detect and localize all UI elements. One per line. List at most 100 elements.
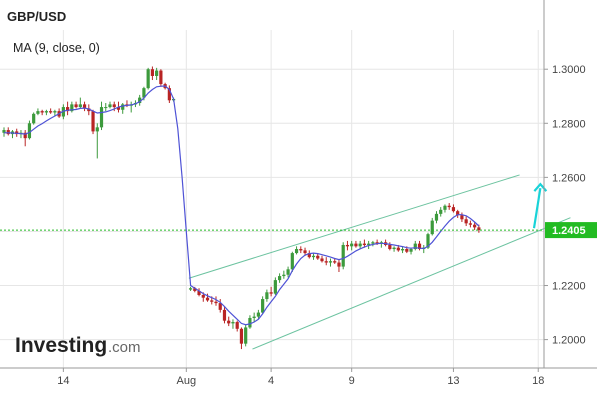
candle-body [328, 261, 333, 263]
candle [345, 240, 350, 251]
candle [362, 239, 366, 248]
candle-body [477, 227, 481, 231]
y-tick-label: 1.2000 [552, 335, 586, 347]
candle [252, 312, 256, 323]
candle [400, 246, 405, 254]
candle [66, 101, 70, 116]
candle-body [244, 327, 248, 344]
candle [324, 257, 328, 266]
candle-body [464, 219, 468, 224]
x-tick-label: 4 [268, 375, 274, 387]
candle-body [222, 309, 227, 321]
candle-body [27, 123, 32, 139]
candle [473, 221, 477, 231]
candle-body [265, 292, 269, 300]
candle [159, 69, 163, 87]
candle-body [400, 249, 405, 251]
candle [78, 97, 82, 109]
candle [82, 101, 87, 112]
candle [87, 104, 91, 116]
current-price-badge-bg [545, 222, 597, 239]
candle [167, 85, 171, 104]
candle-body [150, 69, 154, 76]
candle [388, 242, 392, 251]
candle-body [362, 243, 366, 245]
logo-main-text: Investing [15, 334, 107, 357]
candle-body [269, 292, 273, 294]
candle-body [396, 247, 400, 251]
candle [456, 209, 460, 218]
candle-body [473, 224, 477, 228]
candle [354, 240, 358, 248]
candle-body [426, 234, 430, 248]
candle-body [66, 107, 70, 112]
candle-body [409, 249, 413, 252]
candle-body [354, 243, 358, 247]
candle-body [112, 104, 116, 108]
candle [350, 240, 354, 251]
candle-body [2, 130, 6, 133]
candle [447, 203, 451, 210]
candle-body [358, 243, 362, 247]
candle-body [78, 104, 82, 108]
logo-sub-text: .com [108, 339, 141, 356]
candle-body [95, 127, 99, 132]
candle-body [138, 97, 142, 104]
candle-body [23, 132, 27, 139]
candle-body [227, 320, 231, 324]
candle-body [434, 213, 439, 221]
candle-body [311, 255, 316, 258]
candle-body [460, 215, 464, 220]
candle [341, 242, 345, 270]
candle-body [74, 104, 78, 108]
candle [307, 250, 311, 259]
candle [371, 240, 375, 247]
candle-body [316, 255, 320, 259]
candle [138, 94, 142, 106]
candle-body [32, 113, 36, 124]
moving-average-layer [4, 85, 480, 326]
candle-body [294, 249, 299, 254]
candle [392, 246, 396, 252]
candle [413, 240, 417, 251]
candle-body [337, 262, 341, 267]
candle [477, 224, 481, 233]
candle [337, 259, 341, 273]
candle [27, 120, 32, 140]
candle-body [413, 243, 417, 250]
candle [320, 255, 324, 263]
candle [239, 327, 244, 350]
candle-body [451, 207, 456, 212]
candle-body [235, 322, 239, 329]
candle-body [44, 111, 48, 113]
candle [227, 316, 231, 327]
candle-body [371, 242, 375, 244]
candle [468, 220, 472, 228]
candle [222, 307, 227, 324]
x-tick-label: 9 [349, 375, 355, 387]
candle-body [155, 70, 159, 76]
candle-body [320, 258, 324, 262]
candle [451, 204, 456, 213]
candle-body [273, 280, 277, 294]
y-tick-label: 1.3000 [552, 64, 586, 76]
candle [439, 207, 443, 217]
candle-body [108, 104, 112, 108]
candle-body [188, 288, 193, 290]
candle [91, 109, 95, 135]
candle-body [261, 299, 265, 313]
candle-body [146, 69, 150, 89]
candle [269, 286, 273, 297]
candle-body [456, 211, 460, 216]
indicator-label: MA (9, close, 0) [13, 41, 100, 55]
candle [290, 251, 294, 273]
candle [104, 103, 108, 112]
candle-body [210, 300, 214, 302]
candle-body [201, 294, 205, 298]
candle [32, 112, 36, 125]
candle [278, 273, 282, 283]
candle-body [307, 253, 311, 258]
arrow-shaft [532, 187, 542, 229]
candle [299, 246, 303, 254]
